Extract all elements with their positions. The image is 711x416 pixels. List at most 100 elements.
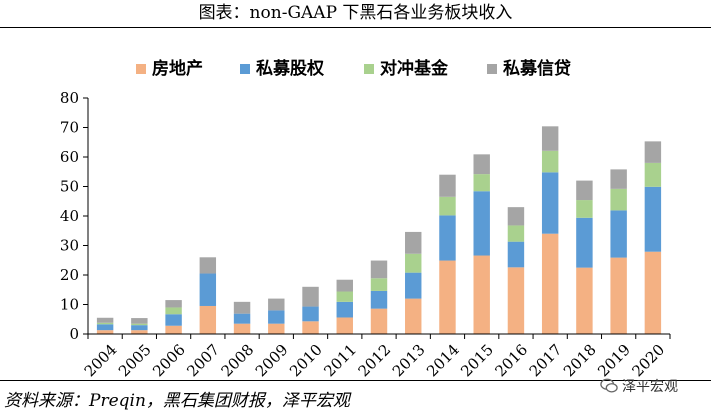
wechat-icon xyxy=(600,378,618,393)
x-tick-label: 2008 xyxy=(218,341,258,380)
chart-title: 图表：non-GAAP 下黑石各业务板块收入 xyxy=(198,3,513,23)
bar-segment xyxy=(131,325,148,331)
watermark-text: 泽平宏观 xyxy=(622,379,678,395)
bar-segment xyxy=(644,141,662,163)
bar-segment xyxy=(439,260,456,334)
bar-segment xyxy=(473,191,490,256)
legend-label: 对冲基金 xyxy=(380,58,449,79)
bar-segment xyxy=(233,313,251,324)
bar-segment xyxy=(370,290,388,309)
y-tick-label: 40 xyxy=(60,207,79,225)
bar-segment xyxy=(610,188,627,211)
bar-segment xyxy=(439,215,456,261)
y-tick-label: 60 xyxy=(60,148,79,166)
bar-segment xyxy=(336,301,353,318)
bar-segment xyxy=(233,323,251,334)
bar-segment xyxy=(644,162,662,187)
bar-segment xyxy=(96,317,114,323)
bar-segment xyxy=(507,241,525,268)
bar-segment xyxy=(405,298,422,334)
y-tick-label: 70 xyxy=(60,119,79,137)
bar-segment xyxy=(644,251,662,334)
bar-segment xyxy=(336,317,353,334)
bar-segment xyxy=(165,300,182,308)
bar-segment xyxy=(165,307,182,315)
bar-segment xyxy=(507,225,525,242)
bar-segment xyxy=(165,325,182,334)
bar-segment xyxy=(96,322,114,325)
bar-segment xyxy=(610,169,627,189)
bar-segment xyxy=(576,217,593,268)
bar-segment xyxy=(96,330,114,334)
bar-segment xyxy=(370,308,388,334)
y-tick-label: 80 xyxy=(60,89,79,107)
bar-segment xyxy=(268,323,285,334)
bar-segment xyxy=(405,231,422,254)
bar-segment xyxy=(439,174,456,197)
bar-segment xyxy=(268,298,285,311)
legend-swatch xyxy=(136,64,146,74)
x-tick-label: 2006 xyxy=(149,341,189,380)
x-axis: 2004200520062007200820092010201120122013… xyxy=(81,333,671,380)
bar-segment xyxy=(165,314,182,326)
x-tick-label: 2009 xyxy=(252,341,292,380)
bar-segment xyxy=(473,154,490,175)
legend-label: 私募信贷 xyxy=(503,58,571,79)
footer-divider xyxy=(0,380,711,381)
bar-segment xyxy=(131,330,148,334)
x-tick-label: 2014 xyxy=(423,341,463,380)
bar-segment xyxy=(199,305,217,334)
bar-segment xyxy=(302,306,319,322)
x-tick-label: 2018 xyxy=(560,341,600,380)
y-tick-label: 10 xyxy=(60,296,79,314)
x-tick-label: 2004 xyxy=(81,341,121,380)
legend-swatch xyxy=(364,64,374,74)
watermark: 泽平宏观 xyxy=(600,376,678,396)
bar-segment xyxy=(199,257,217,274)
bar-segment xyxy=(405,272,422,299)
bar-segment xyxy=(302,286,319,307)
bar-segment xyxy=(576,200,593,218)
bars xyxy=(96,126,662,334)
x-tick-label: 2019 xyxy=(594,341,634,380)
bar-segment xyxy=(302,321,319,334)
bar-segment xyxy=(576,180,593,201)
legend-label: 私募股权 xyxy=(256,58,325,79)
x-tick-label: 2010 xyxy=(286,341,326,380)
bar-segment xyxy=(336,291,353,302)
x-tick-label: 2013 xyxy=(389,341,429,380)
bar-segment xyxy=(610,210,627,258)
bar-segment xyxy=(233,301,251,314)
bar-segment xyxy=(439,196,456,216)
bar-segment xyxy=(199,273,217,306)
bar-segment xyxy=(336,279,353,292)
x-tick-label: 2016 xyxy=(492,341,532,380)
x-tick-label: 2005 xyxy=(115,341,155,380)
x-tick-label: 2007 xyxy=(183,341,223,380)
bar-segment xyxy=(473,174,490,192)
legend-swatch xyxy=(240,64,250,74)
x-tick-label: 2015 xyxy=(457,341,497,380)
source-note: 资料来源：Preqin，黑石集团财报，泽平宏观 xyxy=(4,391,350,411)
x-tick-label: 2011 xyxy=(320,341,360,380)
bar-segment xyxy=(507,207,525,226)
title-divider xyxy=(0,27,711,28)
bar-segment xyxy=(370,260,388,279)
y-tick-label: 30 xyxy=(60,237,79,255)
bar-segment xyxy=(131,323,148,326)
bar-segment xyxy=(610,257,627,334)
bar-segment xyxy=(268,310,285,324)
bar-segment xyxy=(96,324,114,331)
legend-swatch xyxy=(487,64,497,74)
x-tick-label: 2012 xyxy=(355,341,395,380)
y-tick-label: 50 xyxy=(60,178,79,196)
bar-segment xyxy=(541,150,559,173)
legend: 房地产 私募股权 对冲基金 私募信贷 xyxy=(136,58,571,79)
y-axis: 0 10 20 30 40 50 60 70 80 xyxy=(60,89,89,343)
bar-segment xyxy=(405,253,422,273)
bar-segment xyxy=(507,267,525,334)
bar-segment xyxy=(576,267,593,334)
bar-segment xyxy=(541,126,559,151)
y-tick-label: 0 xyxy=(69,325,79,343)
